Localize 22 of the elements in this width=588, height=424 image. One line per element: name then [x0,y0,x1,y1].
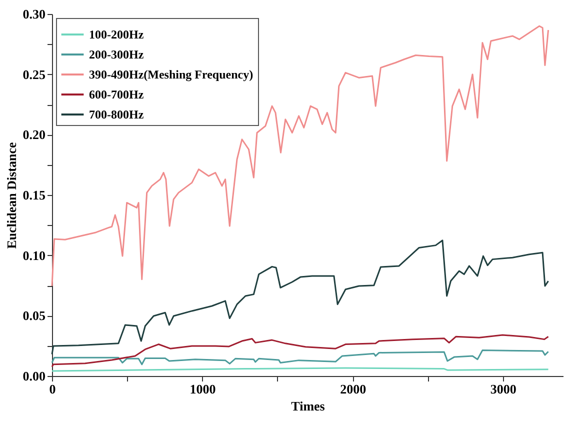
x-tick-label: 3000 [490,382,516,396]
x-tick-label: 1000 [190,382,216,396]
line-series [51,350,550,366]
legend-label: 390-490Hz(Meshing Frequency) [89,68,254,82]
legend-label: 100-200Hz [89,28,144,42]
line-series [51,334,550,368]
y-tick-label: 0.00 [22,368,46,384]
legend-label: 200-300Hz [89,48,144,62]
line-series [51,25,550,287]
y-tick-label: 0.25 [22,66,46,82]
x-tick-label: 0 [49,382,56,396]
y-tick-label: 0.30 [22,6,46,22]
y-tick-label: 0.05 [22,308,46,324]
y-tick-label: 0.10 [22,248,46,263]
y-tick-label: 0.15 [22,188,46,202]
legend-label: 700-800Hz [89,108,144,122]
x-axis-title: Times [291,398,325,414]
x-tick-label: 2000 [340,382,366,396]
legend-label: 600-700Hz [89,88,144,102]
y-axis-title: Euclidean Distance [4,142,19,249]
line-series [51,240,550,356]
y-tick-label: 0.20 [22,127,46,142]
